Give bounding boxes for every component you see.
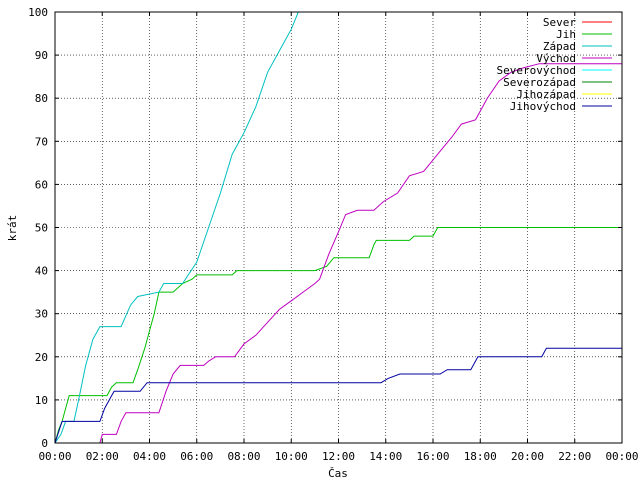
y-tick-label: 60 — [35, 178, 48, 191]
y-axis-title: krát — [6, 215, 19, 242]
series-line-jih — [54, 227, 622, 444]
y-tick-label: 0 — [41, 437, 48, 450]
x-tick-label: 04:00 — [133, 450, 166, 463]
y-axis-ticks: 0 10 20 30 40 50 60 70 80 90 100 — [28, 6, 622, 450]
series-line-východ — [99, 63, 622, 444]
legend-label: Západ — [543, 40, 576, 53]
legend-label: Sever — [543, 16, 576, 29]
x-tick-label: 18:00 — [464, 450, 497, 463]
x-tick-label: 12:00 — [322, 450, 355, 463]
x-tick-label: 10:00 — [275, 450, 308, 463]
x-tick-label: 06:00 — [180, 450, 213, 463]
x-axis-ticks: 00:00 02:00 04:00 06:00 08:00 10:00 12:00 14:00… — [38, 12, 639, 463]
x-tick-label: 08:00 — [227, 450, 260, 463]
x-tick-label: 02:00 — [86, 450, 119, 463]
x-tick-label: 00:00 — [38, 450, 71, 463]
y-tick-label: 100 — [28, 6, 48, 19]
legend-label: Jihovýchod — [510, 100, 576, 113]
x-tick-label: 14:00 — [369, 450, 402, 463]
y-tick-label: 70 — [35, 135, 48, 148]
legend: SeverJihZápadVýchodSeverovýchodSeverozáp… — [497, 16, 612, 113]
legend-label: Jih — [556, 28, 576, 41]
legend-label: Severozápad — [503, 76, 576, 89]
x-axis-title: Čas — [328, 467, 348, 480]
y-tick-label: 40 — [35, 265, 48, 278]
x-tick-label: 00:00 — [605, 450, 638, 463]
x-tick-label: 16:00 — [416, 450, 449, 463]
y-tick-label: 80 — [35, 92, 48, 105]
y-tick-label: 20 — [35, 351, 48, 364]
x-tick-label: 22:00 — [558, 450, 591, 463]
series-line-jihovýchod — [54, 347, 622, 444]
y-tick-label: 10 — [35, 394, 48, 407]
legend-label: Východ — [536, 52, 576, 65]
x-tick-label: 20:00 — [511, 450, 544, 463]
series-line-západ — [54, 11, 299, 444]
legend-label: Jihozápad — [516, 88, 576, 101]
legend-label: Severovýchod — [497, 64, 576, 77]
y-tick-label: 30 — [35, 308, 48, 321]
y-tick-label: 90 — [35, 49, 48, 62]
series-lines — [54, 11, 622, 444]
y-tick-label: 50 — [35, 222, 48, 235]
